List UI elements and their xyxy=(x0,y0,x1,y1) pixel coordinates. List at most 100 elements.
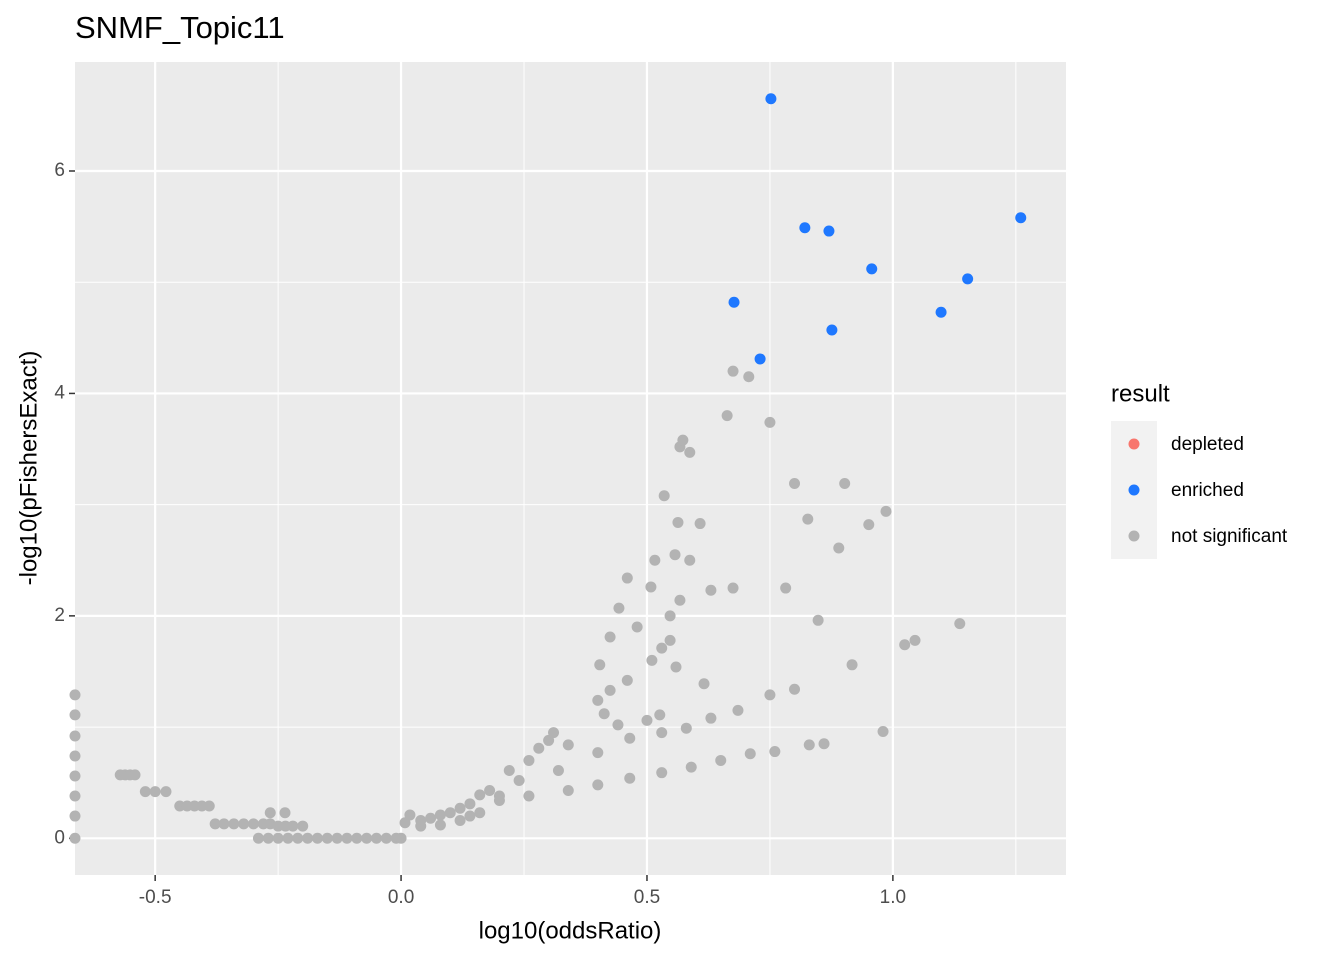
point xyxy=(380,832,392,844)
point xyxy=(503,764,515,776)
point xyxy=(474,789,486,801)
point xyxy=(823,225,835,237)
point xyxy=(743,371,755,383)
point xyxy=(395,832,407,844)
point xyxy=(272,832,284,844)
point xyxy=(769,746,781,758)
point xyxy=(754,353,766,365)
point xyxy=(238,818,250,830)
point xyxy=(803,739,815,751)
point xyxy=(732,704,744,716)
legend-marker xyxy=(1128,484,1140,496)
point xyxy=(351,832,363,844)
point xyxy=(598,708,610,720)
point xyxy=(672,516,684,528)
point xyxy=(664,634,676,646)
point xyxy=(562,739,574,751)
point xyxy=(209,818,221,830)
point xyxy=(721,410,733,422)
point xyxy=(69,810,81,822)
point xyxy=(361,832,373,844)
point xyxy=(282,832,294,844)
point xyxy=(454,802,466,814)
point xyxy=(670,661,682,673)
chart-title: SNMF_Topic11 xyxy=(75,10,285,45)
point xyxy=(415,820,427,832)
point xyxy=(592,779,604,791)
point xyxy=(160,786,172,798)
point xyxy=(425,812,437,824)
point xyxy=(434,819,446,831)
point xyxy=(321,832,333,844)
point xyxy=(715,754,727,766)
point xyxy=(727,582,739,594)
point xyxy=(533,742,545,754)
point xyxy=(631,621,643,633)
point xyxy=(562,784,574,796)
point xyxy=(649,554,661,566)
point xyxy=(962,273,974,285)
point xyxy=(744,748,756,760)
point xyxy=(674,594,686,606)
point xyxy=(297,820,309,832)
point xyxy=(69,709,81,721)
y-axis-label: -log10(pFishersExact) xyxy=(15,351,42,586)
point xyxy=(69,790,81,802)
point xyxy=(705,712,717,724)
point xyxy=(484,784,496,796)
point xyxy=(69,730,81,742)
x-tick-label: -0.5 xyxy=(139,887,172,908)
point xyxy=(604,631,616,643)
point xyxy=(548,727,560,739)
point xyxy=(684,554,696,566)
point xyxy=(69,770,81,782)
point xyxy=(69,832,81,844)
point xyxy=(818,738,830,750)
point xyxy=(802,513,814,525)
legend-marker xyxy=(1128,438,1140,450)
point xyxy=(656,727,668,739)
point xyxy=(954,618,966,630)
point xyxy=(370,832,382,844)
x-tick-label: 0.0 xyxy=(388,887,414,908)
point xyxy=(434,809,446,821)
point xyxy=(464,810,476,822)
legend-label: not significant xyxy=(1171,526,1288,547)
point xyxy=(624,772,636,784)
point xyxy=(331,832,343,844)
point xyxy=(765,93,777,105)
point xyxy=(664,610,676,622)
x-axis-label: log10(oddsRatio) xyxy=(479,917,662,944)
point xyxy=(612,719,624,731)
point xyxy=(654,709,666,721)
point xyxy=(764,689,776,701)
point xyxy=(218,818,230,830)
point xyxy=(698,678,710,690)
point xyxy=(846,659,858,671)
point xyxy=(523,754,535,766)
point xyxy=(694,518,706,530)
point xyxy=(866,263,878,275)
point xyxy=(129,769,141,781)
point xyxy=(621,674,633,686)
point xyxy=(780,582,792,594)
point xyxy=(645,581,657,593)
y-tick-label: 2 xyxy=(54,605,65,626)
point xyxy=(812,614,824,626)
point xyxy=(621,572,633,584)
point xyxy=(656,642,668,654)
point xyxy=(592,747,604,759)
plot-background xyxy=(75,62,1066,875)
point xyxy=(404,809,416,821)
point xyxy=(279,807,291,819)
point xyxy=(658,490,670,502)
point xyxy=(641,714,653,726)
legend-label: enriched xyxy=(1171,480,1244,501)
point xyxy=(833,542,845,554)
point xyxy=(604,684,616,696)
point xyxy=(474,807,486,819)
point xyxy=(149,786,161,798)
point xyxy=(685,761,697,773)
point xyxy=(523,790,535,802)
